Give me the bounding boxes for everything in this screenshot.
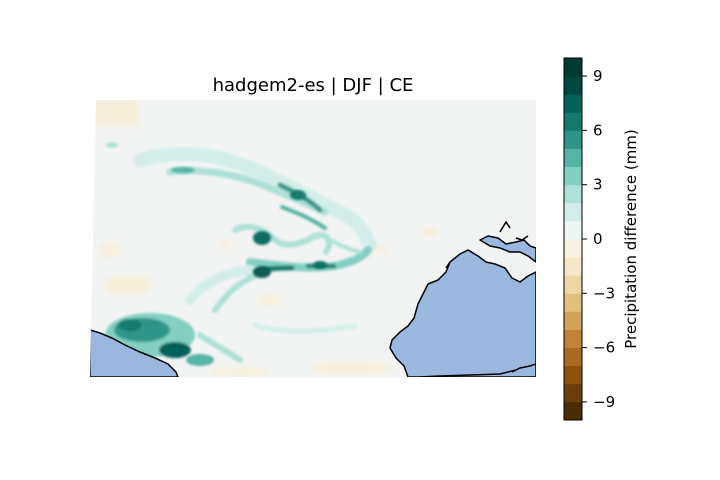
colorbar-swatch [564, 365, 582, 385]
colorbar-tick-label: 3 [593, 176, 603, 194]
colorbar-swatch [564, 202, 582, 222]
colorbar-swatch [564, 239, 582, 258]
map-edge-mask [88, 100, 96, 377]
colorbar-tick-label: −3 [593, 284, 615, 302]
colorbar-tick-label: 6 [593, 121, 603, 139]
colorbar-swatch [564, 275, 582, 294]
map-title: hadgem2-es | DJF | CE [213, 75, 414, 96]
colorbar-tick-label: −9 [593, 393, 615, 411]
colorbar-swatch [564, 220, 582, 240]
colorbar-swatch [564, 293, 582, 312]
colorbar-swatch [564, 347, 582, 367]
wet-anomaly-hotspots [106, 142, 327, 278]
colorbar-tick-label: 9 [593, 67, 603, 85]
coastline-detail [445, 220, 536, 373]
colorbar-swatch [564, 148, 582, 167]
colorbar-swatch [564, 311, 582, 330]
colorbar-swatch [564, 401, 582, 421]
colorbar-tick-label: 0 [593, 230, 603, 248]
colorbar-ticks: 9 6 3 0 −3 −6 −9 [582, 67, 615, 411]
colorbar-swatch [564, 383, 582, 403]
map-panel [90, 100, 536, 377]
colorbar-swatch [564, 94, 582, 113]
colorbar-swatch [564, 257, 582, 276]
colorbar [563, 57, 583, 421]
colorbar-tick-label: −6 [593, 339, 615, 357]
ocean-southwest [90, 328, 180, 377]
colorbar-swatch [564, 76, 582, 95]
ocean-northeast [479, 235, 536, 263]
colorbar-swatch [564, 112, 582, 131]
colorbar-swatch [564, 130, 582, 149]
colorbar-swatch [564, 166, 582, 186]
colorbar-swatch [564, 58, 582, 77]
colorbar-swatch [564, 184, 582, 204]
dry-anomaly-areas [90, 100, 438, 377]
colorbar-label: Precipitation difference (mm) [622, 129, 640, 349]
ocean-southeast [389, 249, 536, 377]
coastline-bottom [419, 369, 517, 377]
colorbar-swatch [564, 329, 582, 348]
